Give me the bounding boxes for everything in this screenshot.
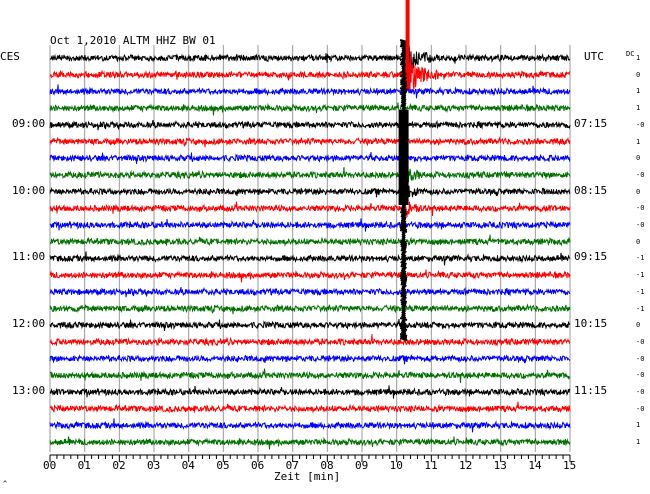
seismic-trace <box>49 84 571 99</box>
seismic-trace <box>49 166 571 186</box>
seismic-trace <box>49 119 571 131</box>
x-tick-label: 01 <box>77 459 91 472</box>
dc-offset-label: 1 <box>636 87 641 96</box>
x-tick-label: 04 <box>181 459 195 472</box>
dc-offset-label: 1 <box>636 54 641 62</box>
dc-offset-label: 1 <box>636 438 641 447</box>
chart-title: Oct 1,2010 ALTM HHZ BW 01 <box>50 34 216 47</box>
right-time-label: 09:15 <box>574 250 608 264</box>
dc-offset-label: -1 <box>636 287 645 296</box>
dc-offset-label: 1 <box>636 421 641 430</box>
dc-offset-label: -0 <box>636 404 645 413</box>
seismic-trace <box>49 41 571 79</box>
seismic-trace <box>49 197 571 218</box>
seismic-trace <box>49 368 571 384</box>
dc-offset-label: -0 <box>636 371 645 380</box>
seismic-trace <box>49 318 571 331</box>
x-tick-label: 08 <box>320 459 334 472</box>
left-time-label: 13:00 <box>12 384 46 397</box>
x-tick-label: 05 <box>216 459 230 472</box>
dc-offset-label: -1 <box>636 304 645 313</box>
seismic-trace <box>49 151 571 164</box>
dc-offset-label: -0 <box>636 204 645 213</box>
dc-offset-label: -1 <box>636 254 645 263</box>
dc-title: DC <box>626 50 635 58</box>
dc-offset-label: 0 <box>636 187 641 196</box>
right-time-label: 11:15 <box>574 384 608 397</box>
dc-offset-label: -0 <box>636 337 645 346</box>
left-time-label: 10:00 <box>12 183 46 197</box>
seismic-trace <box>49 51 571 100</box>
dc-offset-label: -0 <box>636 120 645 129</box>
seismic-trace <box>49 385 571 399</box>
left-time-label: 11:00 <box>12 250 46 264</box>
seismic-trace <box>49 218 571 232</box>
seismic-trace <box>49 136 571 148</box>
x-tick-label: 03 <box>147 459 161 472</box>
event-burst-red <box>405 0 410 70</box>
seismic-trace <box>49 286 571 298</box>
seismic-trace <box>49 303 571 315</box>
seismic-trace <box>49 353 571 365</box>
seismic-trace <box>49 269 571 283</box>
right-time-label: 08:15 <box>574 183 608 197</box>
right-time-label: 10:15 <box>574 317 608 331</box>
x-tick-label: 07 <box>285 459 299 472</box>
left-axis-title: CES <box>0 50 20 63</box>
right-time-label: 07:15 <box>574 116 608 130</box>
x-tick-label: 06 <box>251 459 265 472</box>
dc-offset-label: 1 <box>636 104 641 113</box>
x-tick-label: 10 <box>389 459 403 472</box>
dc-offset-label: -0 <box>636 221 645 229</box>
seismic-trace <box>49 436 571 450</box>
dc-offset-label: -1 <box>636 271 645 280</box>
x-tick-label: 11 <box>424 459 438 472</box>
dc-offset-label: -0 <box>636 354 645 363</box>
x-tick-label: 15 <box>563 459 577 472</box>
x-tick-label: 09 <box>355 459 369 472</box>
x-tick-label: 02 <box>112 459 126 472</box>
dc-offset-label: 0 <box>636 237 641 246</box>
x-tick-label: 13 <box>493 459 507 472</box>
seismic-trace <box>49 102 571 116</box>
seismic-trace <box>50 234 571 247</box>
x-tick-label: 12 <box>459 459 473 472</box>
dc-offset-label: -0 <box>636 170 645 179</box>
traces <box>49 0 571 450</box>
dc-offset-label: 0 <box>636 70 641 79</box>
seismic-trace <box>49 180 571 198</box>
right-axis-title: UTC <box>584 50 604 63</box>
left-time-label: 09:00 <box>12 116 46 130</box>
dc-offset-label: -0 <box>636 388 645 396</box>
left-time-label: 12:00 <box>12 317 46 331</box>
seismic-trace <box>49 401 571 414</box>
corner-mark: ^ <box>3 480 8 488</box>
event-burst-core <box>398 110 409 205</box>
dc-offset-label: 1 <box>636 137 641 146</box>
seismic-trace <box>49 251 571 266</box>
x-tick-label: 14 <box>528 459 542 472</box>
grid <box>49 45 571 452</box>
x-tick-label: 00 <box>43 459 57 472</box>
time-axis <box>49 454 571 462</box>
seismic-trace <box>49 418 571 433</box>
seismic-trace <box>49 334 571 347</box>
x-axis-label: Zeit [min] <box>274 470 341 483</box>
dc-offset-label: 0 <box>636 321 641 330</box>
dc-offset-label: 0 <box>636 154 641 163</box>
